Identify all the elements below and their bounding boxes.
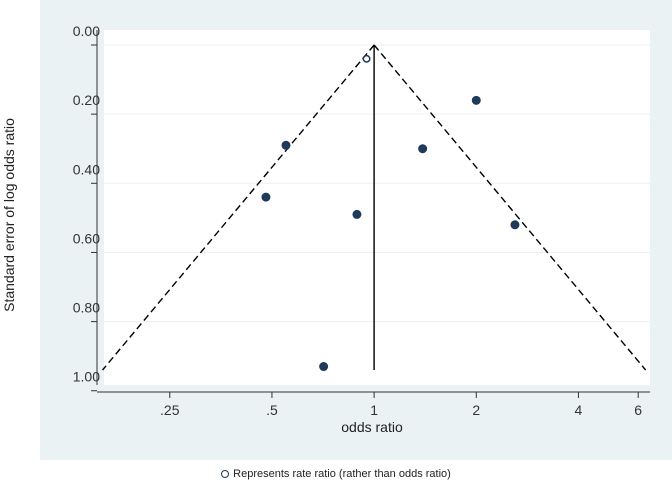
hollow-marker-icon xyxy=(221,470,230,478)
y-tick-label-5: 1.00 xyxy=(73,369,100,385)
data-point-0 xyxy=(362,54,371,63)
y-axis-ticks: 0.00 0.20 0.40 0.60 0.80 1.00 xyxy=(73,23,100,392)
x-axis-ticks: .25 .5 1 2 4 6 xyxy=(160,392,642,418)
x-tick-label-5: 6 xyxy=(634,402,642,418)
data-points xyxy=(261,54,520,372)
data-point-3 xyxy=(418,144,428,154)
y-tick-label-0: 0.00 xyxy=(73,23,100,39)
x-tick-label-0: .25 xyxy=(160,402,180,418)
x-axis-title: odds ratio xyxy=(341,419,403,435)
data-point-5 xyxy=(352,209,362,219)
legend-note: Represents rate ratio (rather than odds … xyxy=(0,468,672,480)
gridlines xyxy=(104,44,650,392)
x-tick-label-4: 4 xyxy=(575,402,583,418)
lower-confidence-limit-line xyxy=(102,44,375,371)
data-point-1 xyxy=(471,95,481,105)
y-tick-label-1: 0.20 xyxy=(73,92,100,108)
x-tick-label-1: .5 xyxy=(266,402,278,418)
data-point-7 xyxy=(319,362,329,372)
data-point-4 xyxy=(261,192,271,202)
y-tick-label-4: 0.80 xyxy=(73,300,100,316)
plot-area xyxy=(104,30,650,385)
funnel-lines xyxy=(102,44,647,371)
y-tick-label-3: 0.60 xyxy=(73,230,100,246)
data-point-2 xyxy=(281,140,291,150)
x-tick-label-3: 2 xyxy=(472,402,480,418)
y-tick-label-2: 0.40 xyxy=(73,161,100,177)
x-tick-label-2: 1 xyxy=(370,402,378,418)
upper-confidence-limit-line xyxy=(373,44,647,371)
y-axis-title: Standard error of log odds ratio xyxy=(1,118,17,312)
legend-note-text: Represents rate ratio (rather than odds … xyxy=(233,468,451,480)
data-point-6 xyxy=(510,220,520,230)
